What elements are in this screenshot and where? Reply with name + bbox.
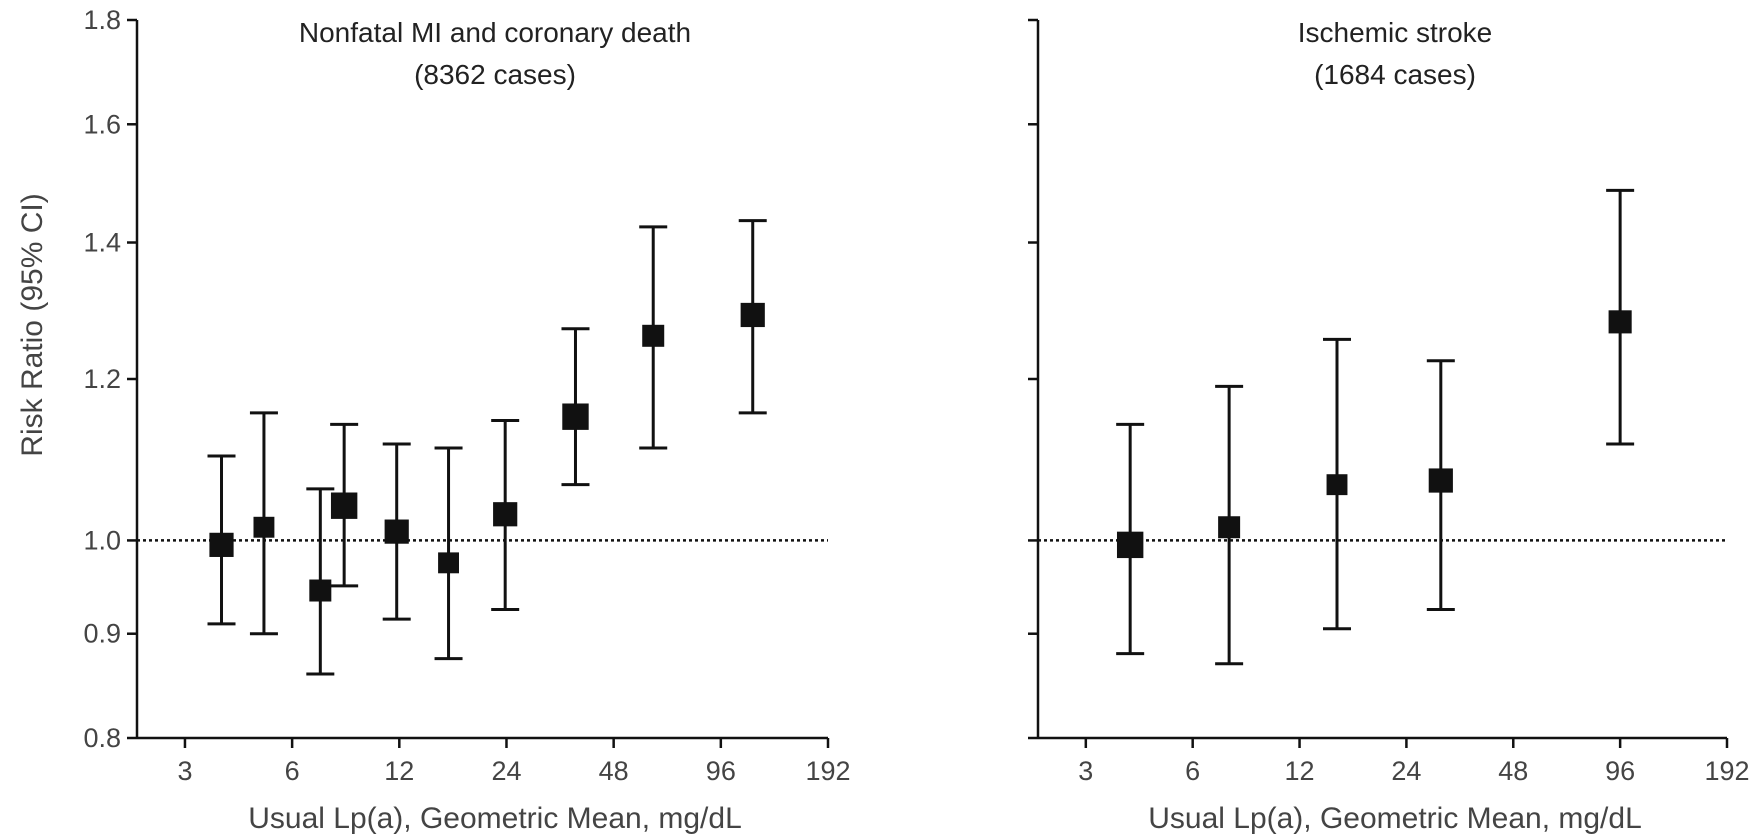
data-point: [384, 519, 409, 544]
x-tick-label: 48: [1498, 756, 1528, 786]
x-tick-label: 192: [805, 756, 850, 786]
y-axis-label: Risk Ratio (95% CI): [16, 193, 49, 456]
y-tick-label: 1.0: [83, 525, 121, 555]
data-point: [1326, 474, 1348, 496]
data-point: [1428, 468, 1453, 493]
data-point: [309, 579, 332, 602]
x-tick-label: 24: [1391, 756, 1421, 786]
data-point: [642, 324, 665, 347]
x-tick-label: 96: [1605, 756, 1635, 786]
y-tick-label: 0.8: [83, 723, 121, 753]
y-tick-label: 1.8: [83, 5, 121, 35]
y-tick-label: 1.4: [83, 228, 121, 258]
panel-ischemic-stroke: Ischemic stroke (1684 cases) Usual Lp(a)…: [1028, 17, 1750, 835]
data-point: [253, 516, 275, 538]
panel-subtitle: (1684 cases): [1314, 59, 1476, 90]
y-tick-label: 0.9: [83, 619, 121, 649]
x-tick-label: 3: [177, 756, 192, 786]
data-point: [1218, 516, 1241, 539]
data-point: [209, 532, 234, 557]
x-axis-label: Usual Lp(a), Geometric Mean, mg/dL: [248, 802, 742, 835]
x-tick-label: 12: [1285, 756, 1315, 786]
y-tick-label: 1.2: [83, 364, 121, 394]
plot-area: 3 6 12 24 48 96 192: [1028, 18, 1750, 786]
x-tick-label: 6: [1185, 756, 1200, 786]
panel-mi-coronary: Nonfatal MI and coronary death (8362 cas…: [16, 5, 851, 835]
x-tick-label: 3: [1078, 756, 1093, 786]
data-point: [493, 502, 518, 527]
data-point: [562, 403, 589, 430]
y-tick-label: 1.6: [83, 109, 121, 139]
x-tick-label: 6: [285, 756, 300, 786]
x-tick-label: 24: [491, 756, 521, 786]
data-point: [740, 302, 765, 328]
x-tick-label: 192: [1704, 756, 1749, 786]
plot-area: 0.8 0.9 1.0 1.2 1.4 1.6 1.8 3 6 12 24 48 96 192: [83, 5, 850, 786]
x-tick-label: 96: [706, 756, 736, 786]
data-point: [1116, 531, 1144, 559]
x-tick-label: 12: [384, 756, 414, 786]
panel-title: Nonfatal MI and coronary death: [299, 17, 691, 48]
data-point: [330, 492, 358, 519]
data-point: [1608, 310, 1632, 334]
x-tick-label: 48: [599, 756, 629, 786]
panel-subtitle: (8362 cases): [414, 59, 576, 90]
x-axis-label: Usual Lp(a), Geometric Mean, mg/dL: [1148, 802, 1642, 835]
panel-title: Ischemic stroke: [1298, 17, 1493, 48]
data-point: [438, 552, 459, 574]
